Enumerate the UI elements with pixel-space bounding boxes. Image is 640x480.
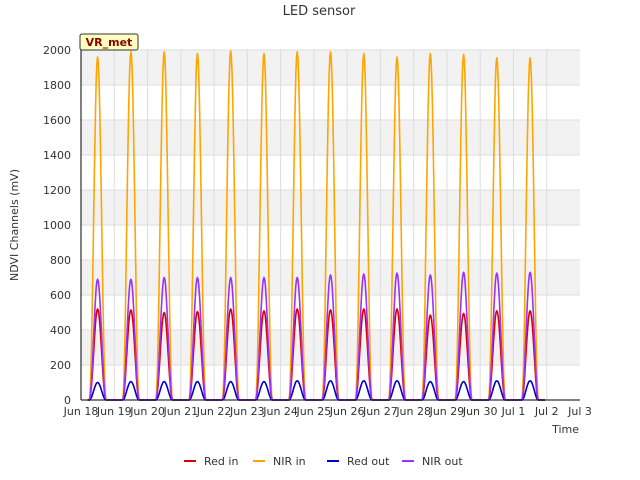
- y-tick-label: 1000: [43, 219, 71, 232]
- y-tick-label: 1400: [43, 149, 71, 162]
- legend: Red in NIR in Red out NIR out: [184, 455, 463, 468]
- x-tick-label: Jun 20: [129, 405, 165, 418]
- y-tick-label: 1800: [43, 79, 71, 92]
- plot-band: [81, 85, 580, 120]
- x-tick-label: Jun 25: [296, 405, 332, 418]
- legend-label: Red in: [204, 455, 238, 468]
- x-tick-label: Jun 30: [462, 405, 498, 418]
- x-tick-label: Jun 22: [196, 405, 232, 418]
- y-tick-label: 1200: [43, 184, 71, 197]
- x-tick-label: Jun 29: [429, 405, 465, 418]
- y-tick-label: 0: [64, 394, 71, 407]
- legend-label: NIR out: [422, 455, 463, 468]
- x-tick-label: Jun 28: [395, 405, 431, 418]
- y-tick-label: 800: [50, 254, 71, 267]
- legend-item-red-out: Red out: [327, 455, 390, 468]
- x-tick-label: Jun 18: [63, 405, 99, 418]
- legend-label: NIR in: [273, 455, 306, 468]
- x-tick-label: Jun 26: [329, 405, 365, 418]
- legend-label: Red out: [347, 455, 390, 468]
- axes: [80, 50, 580, 401]
- y-axis-label: NDVI Channels (mV): [8, 169, 21, 281]
- x-tick-label: Jun 21: [162, 405, 198, 418]
- y-tick-label: 1600: [43, 114, 71, 127]
- vr-met-annotation: VR_met: [79, 33, 139, 51]
- x-tick-label: Jun 19: [96, 405, 132, 418]
- vr-met-label: VR_met: [86, 36, 133, 49]
- plot-band: [81, 365, 580, 400]
- plot-band: [81, 190, 580, 225]
- legend-item-nir-out: NIR out: [402, 455, 463, 468]
- legend-item-red-in: Red in: [184, 455, 238, 468]
- plot-band: [81, 155, 580, 190]
- x-axis-label: Time: [551, 423, 579, 436]
- y-tick-label: 600: [50, 289, 71, 302]
- x-tick-label: Jun 24: [262, 405, 298, 418]
- x-tick-label: Jul 3: [567, 405, 592, 418]
- x-tick-label: Jun 27: [362, 405, 398, 418]
- plot-background-bands: [81, 50, 580, 400]
- x-tick-label: Jun 23: [229, 405, 265, 418]
- y-tick-labels: 0 200 400 600 800 1000 1200 1400 1600 1800 2000: [43, 44, 71, 407]
- y-tick-label: 400: [50, 324, 71, 337]
- y-tick-label: 2000: [43, 44, 71, 57]
- plot-band: [81, 330, 580, 365]
- plot-band: [81, 120, 580, 155]
- legend-item-nir-in: NIR in: [253, 455, 306, 468]
- x-tick-label: Jul 2: [534, 405, 559, 418]
- plot-band: [81, 225, 580, 260]
- plot-band: [81, 295, 580, 330]
- x-tick-label: Jul 1: [501, 405, 526, 418]
- y-tick-label: 200: [50, 359, 71, 372]
- chart-title: LED sensor: [283, 4, 356, 19]
